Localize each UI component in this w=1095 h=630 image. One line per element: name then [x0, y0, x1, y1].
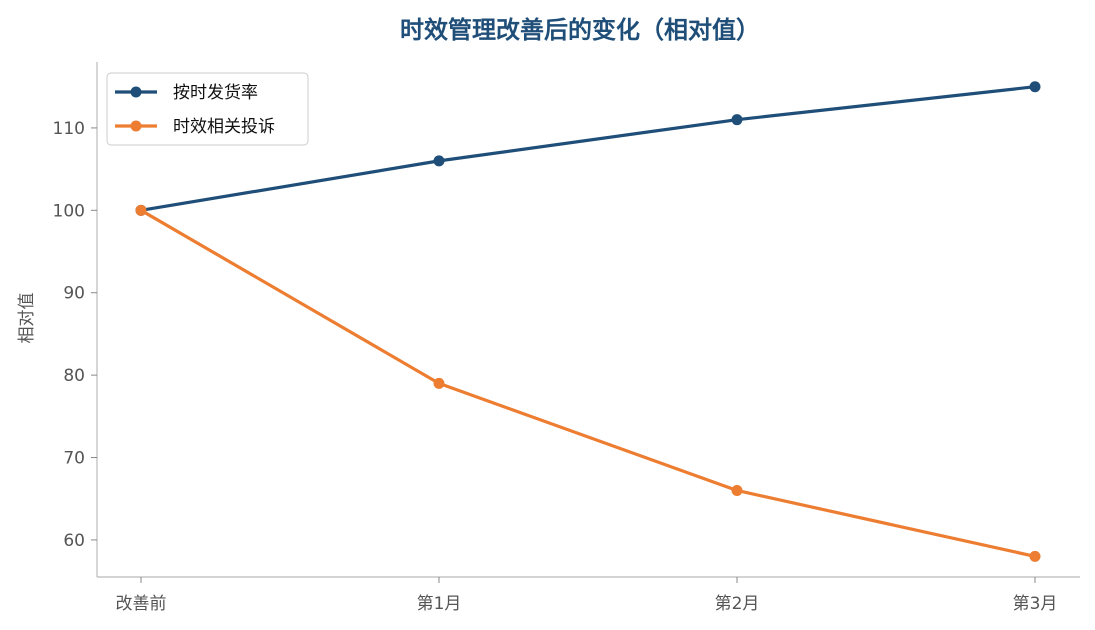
y-axis-label: 相对值	[17, 293, 37, 344]
series-2	[135, 204, 1041, 562]
legend-item: 按时发货率	[115, 83, 258, 103]
data-point	[1029, 550, 1041, 562]
y-tick-label: 100	[53, 201, 85, 221]
legend-label: 时效相关投诉	[173, 117, 275, 137]
data-point	[1029, 81, 1041, 93]
x-tick-label: 第3月	[1013, 594, 1058, 614]
series-layer	[135, 81, 1041, 562]
legend-swatch-marker	[130, 120, 142, 132]
axes: 60 70 80 90 100 110 改善前 第1月 第2月 第3月	[53, 62, 1080, 614]
y-tick-label: 70	[63, 449, 85, 469]
data-point	[731, 114, 743, 126]
y-tick-label: 110	[53, 119, 85, 139]
chart-title: 时效管理改善后的变化（相对值）	[400, 16, 760, 44]
legend-item: 时效相关投诉	[115, 117, 275, 137]
y-tick-label: 90	[63, 284, 85, 304]
x-tick-label: 改善前	[116, 594, 167, 614]
data-point	[433, 377, 445, 389]
legend-swatch-marker	[130, 86, 142, 98]
y-tick-label: 60	[63, 531, 85, 551]
series-line	[140, 208, 1036, 558]
x-tick-label: 第1月	[417, 594, 462, 614]
data-point	[135, 204, 147, 216]
data-point	[433, 155, 445, 167]
legend-label: 按时发货率	[173, 83, 258, 103]
y-tick-label: 80	[63, 366, 85, 386]
x-tick-label: 第2月	[715, 594, 760, 614]
data-point	[731, 484, 743, 496]
legend-box	[106, 72, 309, 146]
series-line	[140, 85, 1036, 212]
